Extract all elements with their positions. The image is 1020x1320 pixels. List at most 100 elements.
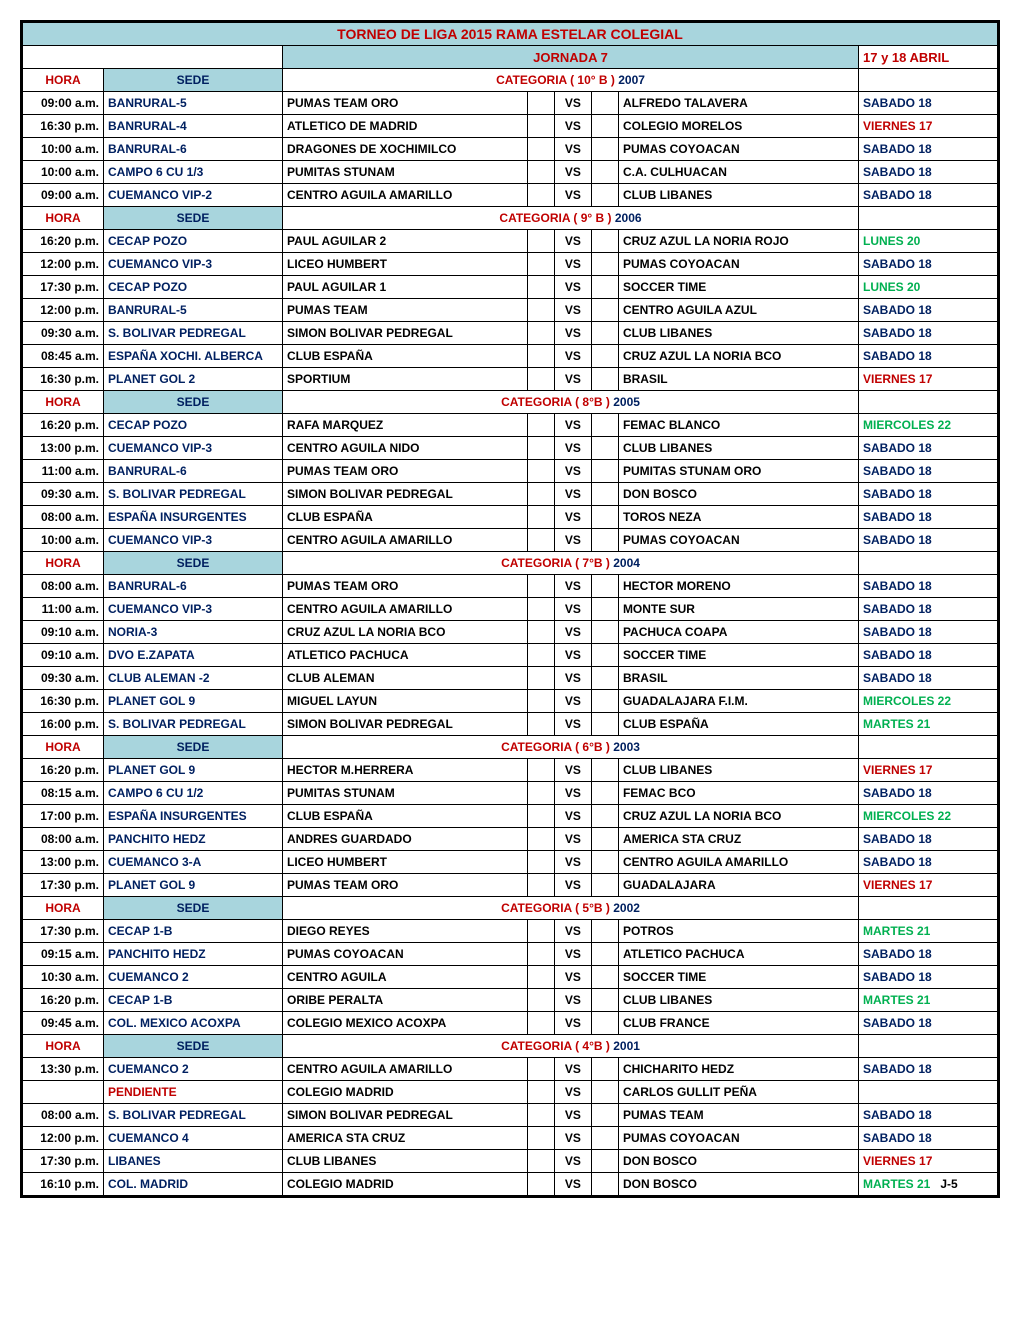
cell-day: MARTES 21: [859, 989, 999, 1012]
cell-vs: VS: [554, 1058, 591, 1081]
cell-vs: VS: [554, 989, 591, 1012]
cell-spacer: [527, 621, 554, 644]
cell-spacer: [591, 621, 618, 644]
cell-hora: 09:00 a.m.: [22, 184, 104, 207]
cell-spacer: [527, 966, 554, 989]
cell-team-away: C.A. CULHUACAN: [618, 161, 858, 184]
cell-hora: 09:30 a.m.: [22, 322, 104, 345]
cell-vs: VS: [554, 966, 591, 989]
cell-sede: S. BOLIVAR PEDREGAL: [104, 1104, 283, 1127]
cell-day: [859, 1081, 999, 1104]
cell-sede: PLANET GOL 9: [104, 690, 283, 713]
cell-spacer: [527, 667, 554, 690]
cell-sede: BANRURAL-5: [104, 92, 283, 115]
cell-spacer: [527, 368, 554, 391]
cell-day: SABADO 18: [859, 184, 999, 207]
cell-hora: 08:00 a.m.: [22, 828, 104, 851]
cell-hora: 16:00 p.m.: [22, 713, 104, 736]
cell-spacer: [591, 713, 618, 736]
cell-sede: PENDIENTE: [104, 1081, 283, 1104]
cell-sede: CLUB ALEMAN -2: [104, 667, 283, 690]
cell-vs: VS: [554, 299, 591, 322]
cell-sede: BANRURAL-6: [104, 138, 283, 161]
cell-spacer: [527, 1127, 554, 1150]
cell-day: SABADO 18: [859, 161, 999, 184]
cell-day: SABADO 18: [859, 575, 999, 598]
cell-team-home: MIGUEL LAYUN: [283, 690, 528, 713]
header-empty: [859, 552, 999, 575]
cell-spacer: [591, 230, 618, 253]
cell-spacer: [591, 483, 618, 506]
header-hora: HORA: [22, 736, 104, 759]
cell-spacer: [591, 851, 618, 874]
cell-spacer: [527, 138, 554, 161]
cell-team-home: SIMON BOLIVAR PEDREGAL: [283, 483, 528, 506]
cell-spacer: [591, 575, 618, 598]
cell-hora: 08:00 a.m.: [22, 1104, 104, 1127]
cell-spacer: [591, 1127, 618, 1150]
cell-spacer: [591, 92, 618, 115]
cell-hora: 09:30 a.m.: [22, 483, 104, 506]
cell-team-away: PUMAS TEAM: [618, 1104, 858, 1127]
cell-spacer: [527, 437, 554, 460]
cell-team-away: FEMAC BCO: [618, 782, 858, 805]
cell-team-away: CRUZ AZUL LA NORIA ROJO: [618, 230, 858, 253]
cell-sede: PLANET GOL 2: [104, 368, 283, 391]
cell-spacer: [527, 161, 554, 184]
cell-spacer: [591, 161, 618, 184]
cell-team-home: CENTRO AGUILA AMARILLO: [283, 598, 528, 621]
cell-team-home: AMERICA STA CRUZ: [283, 1127, 528, 1150]
cell-hora: 11:00 a.m.: [22, 460, 104, 483]
cell-spacer: [591, 920, 618, 943]
cell-vs: VS: [554, 368, 591, 391]
cell-team-home: PUMAS TEAM: [283, 299, 528, 322]
cell-day: SABADO 18: [859, 621, 999, 644]
header-sede: SEDE: [104, 207, 283, 230]
cell-team-away: GUADALAJARA F.I.M.: [618, 690, 858, 713]
header-hora: HORA: [22, 1035, 104, 1058]
cell-spacer: [527, 184, 554, 207]
cell-spacer: [527, 460, 554, 483]
cell-vs: VS: [554, 805, 591, 828]
cell-vs: VS: [554, 943, 591, 966]
cell-vs: VS: [554, 1081, 591, 1104]
cell-day: SABADO 18: [859, 966, 999, 989]
cell-day: MARTES 21: [859, 713, 999, 736]
cell-vs: VS: [554, 437, 591, 460]
header-categoria: CATEGORIA ( 9° B ) 2006: [283, 207, 859, 230]
cell-team-home: LICEO HUMBERT: [283, 851, 528, 874]
cell-vs: VS: [554, 529, 591, 552]
cell-day: SABADO 18: [859, 598, 999, 621]
cell-team-home: RAFA MARQUEZ: [283, 414, 528, 437]
cell-team-home: ORIBE PERALTA: [283, 989, 528, 1012]
cell-spacer: [527, 345, 554, 368]
cell-sede: S. BOLIVAR PEDREGAL: [104, 483, 283, 506]
tournament-title: TORNEO DE LIGA 2015 RAMA ESTELAR COLEGIA…: [22, 22, 999, 46]
cell-spacer: [591, 368, 618, 391]
header-categoria: CATEGORIA ( 6°B ) 2003: [283, 736, 859, 759]
header-empty: [859, 69, 999, 92]
cell-spacer: [527, 1150, 554, 1173]
cell-spacer: [591, 1173, 618, 1197]
cell-spacer: [591, 345, 618, 368]
cell-vs: VS: [554, 345, 591, 368]
cell-vs: VS: [554, 1012, 591, 1035]
cell-team-home: COLEGIO MADRID: [283, 1173, 528, 1197]
cell-team-away: ALFREDO TALAVERA: [618, 92, 858, 115]
cell-hora: 16:20 p.m.: [22, 989, 104, 1012]
cell-team-away: CLUB LIBANES: [618, 759, 858, 782]
cell-vs: VS: [554, 276, 591, 299]
header-empty: [859, 736, 999, 759]
cell-hora: 08:45 a.m.: [22, 345, 104, 368]
cell-spacer: [527, 414, 554, 437]
header-categoria: CATEGORIA ( 7°B ) 2004: [283, 552, 859, 575]
cell-spacer: [527, 1081, 554, 1104]
cell-sede: PANCHITO HEDZ: [104, 943, 283, 966]
cell-team-away: FEMAC BLANCO: [618, 414, 858, 437]
cell-sede: PANCHITO HEDZ: [104, 828, 283, 851]
header-sede: SEDE: [104, 897, 283, 920]
cell-vs: VS: [554, 506, 591, 529]
cell-team-away: AMERICA STA CRUZ: [618, 828, 858, 851]
cell-spacer: [527, 276, 554, 299]
cell-sede: CUEMANCO VIP-2: [104, 184, 283, 207]
